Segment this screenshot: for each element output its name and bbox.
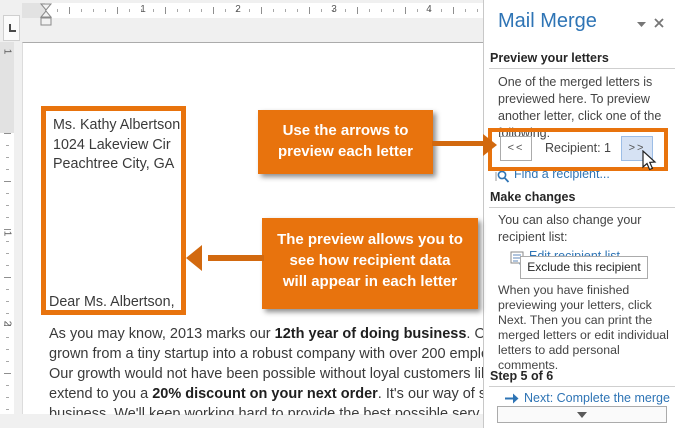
callout-arrowhead-left-icon [186,245,202,271]
mail-merge-pane: Mail Merge Preview your letters One of t… [483,0,679,428]
finish-note: When you have finished previewing your l… [498,283,669,372]
salutation: Dear Ms. Albertson, [49,294,175,310]
divider [489,207,675,208]
ruler-mark: 1 [1,48,13,55]
exclude-recipient-button[interactable]: Exclude this recipient [520,256,648,279]
pane-scroll-down-button[interactable] [497,406,667,423]
callout-arrow-right [432,141,484,146]
address-highlight-box: Ms. Kathy Albertson 1024 Lakeview Cir Pe… [41,106,186,315]
ruler-margin-zone [22,3,45,18]
make-changes-heading: Make changes [490,190,576,204]
address-line: 1024 Lakeview Cir [53,136,171,153]
search-icon [495,170,510,183]
mouse-cursor-icon [642,150,657,171]
preview-letters-heading: Preview your letters [490,51,609,65]
address-line: Ms. Kathy Albertson [53,117,181,133]
pane-title: Mail Merge [498,10,597,32]
ruler-mark: 2 [1,320,13,327]
tab-selector[interactable] [3,15,20,41]
callout-use-arrows: Use the arrows to preview each letter [258,110,433,174]
divider [489,386,675,387]
callout-arrowhead-right-icon [483,134,497,156]
callout-arrow-left [208,255,264,261]
letter-line: grown from a tiny startup into a robust … [49,346,485,362]
indent-markers-icon[interactable] [39,2,53,30]
divider [489,68,675,69]
ruler-mark: 2 [235,4,241,15]
step-heading: Step 5 of 6 [490,369,554,383]
letter-line: As you may know, 2013 marks our 12th yea… [49,326,485,342]
ruler-mark: 4 [426,4,432,15]
ruler-mark: 1 [1,230,13,237]
tab-stop-icon [9,24,16,32]
callout-preview-data: The preview allows you to see how recipi… [262,218,478,309]
recipient-counter: Recipient: 1 [544,141,611,155]
scroll-down-icon [577,411,587,418]
address-line: Peachtree City, GA [53,156,175,172]
letter-line: extend to you a 20% discount on your nex… [49,386,485,402]
previous-recipient-button[interactable]: << [500,136,532,161]
next-complete-merge-link[interactable]: Next: Complete the merge [524,391,670,405]
pane-options-chevron-icon[interactable] [636,21,647,28]
changes-description: You can also change your recipient list: [498,213,642,244]
preview-description: One of the merged letters is previewed h… [498,75,662,140]
next-arrow-icon [505,393,519,404]
document-page[interactable]: Ms. Kathy Albertson 1024 Lakeview Cir Pe… [22,42,485,415]
letter-line: business. We'll keep working hard to pro… [49,406,480,415]
ruler-mark: 3 [331,4,337,15]
horizontal-ruler[interactable]: 1 2 3 4 [22,3,483,26]
ruler-margin-zone [0,42,14,133]
letter-body[interactable]: As you may know, 2013 marks our 12th yea… [49,324,485,415]
letter-line: Our growth would not have been possible … [49,366,485,382]
vertical-ruler[interactable]: 1 1 2 [0,42,14,414]
ruler-mark: 1 [140,4,146,15]
close-icon[interactable] [653,17,665,29]
recipient-address-block: Ms. Kathy Albertson 1024 Lakeview Cir Pe… [53,116,180,175]
